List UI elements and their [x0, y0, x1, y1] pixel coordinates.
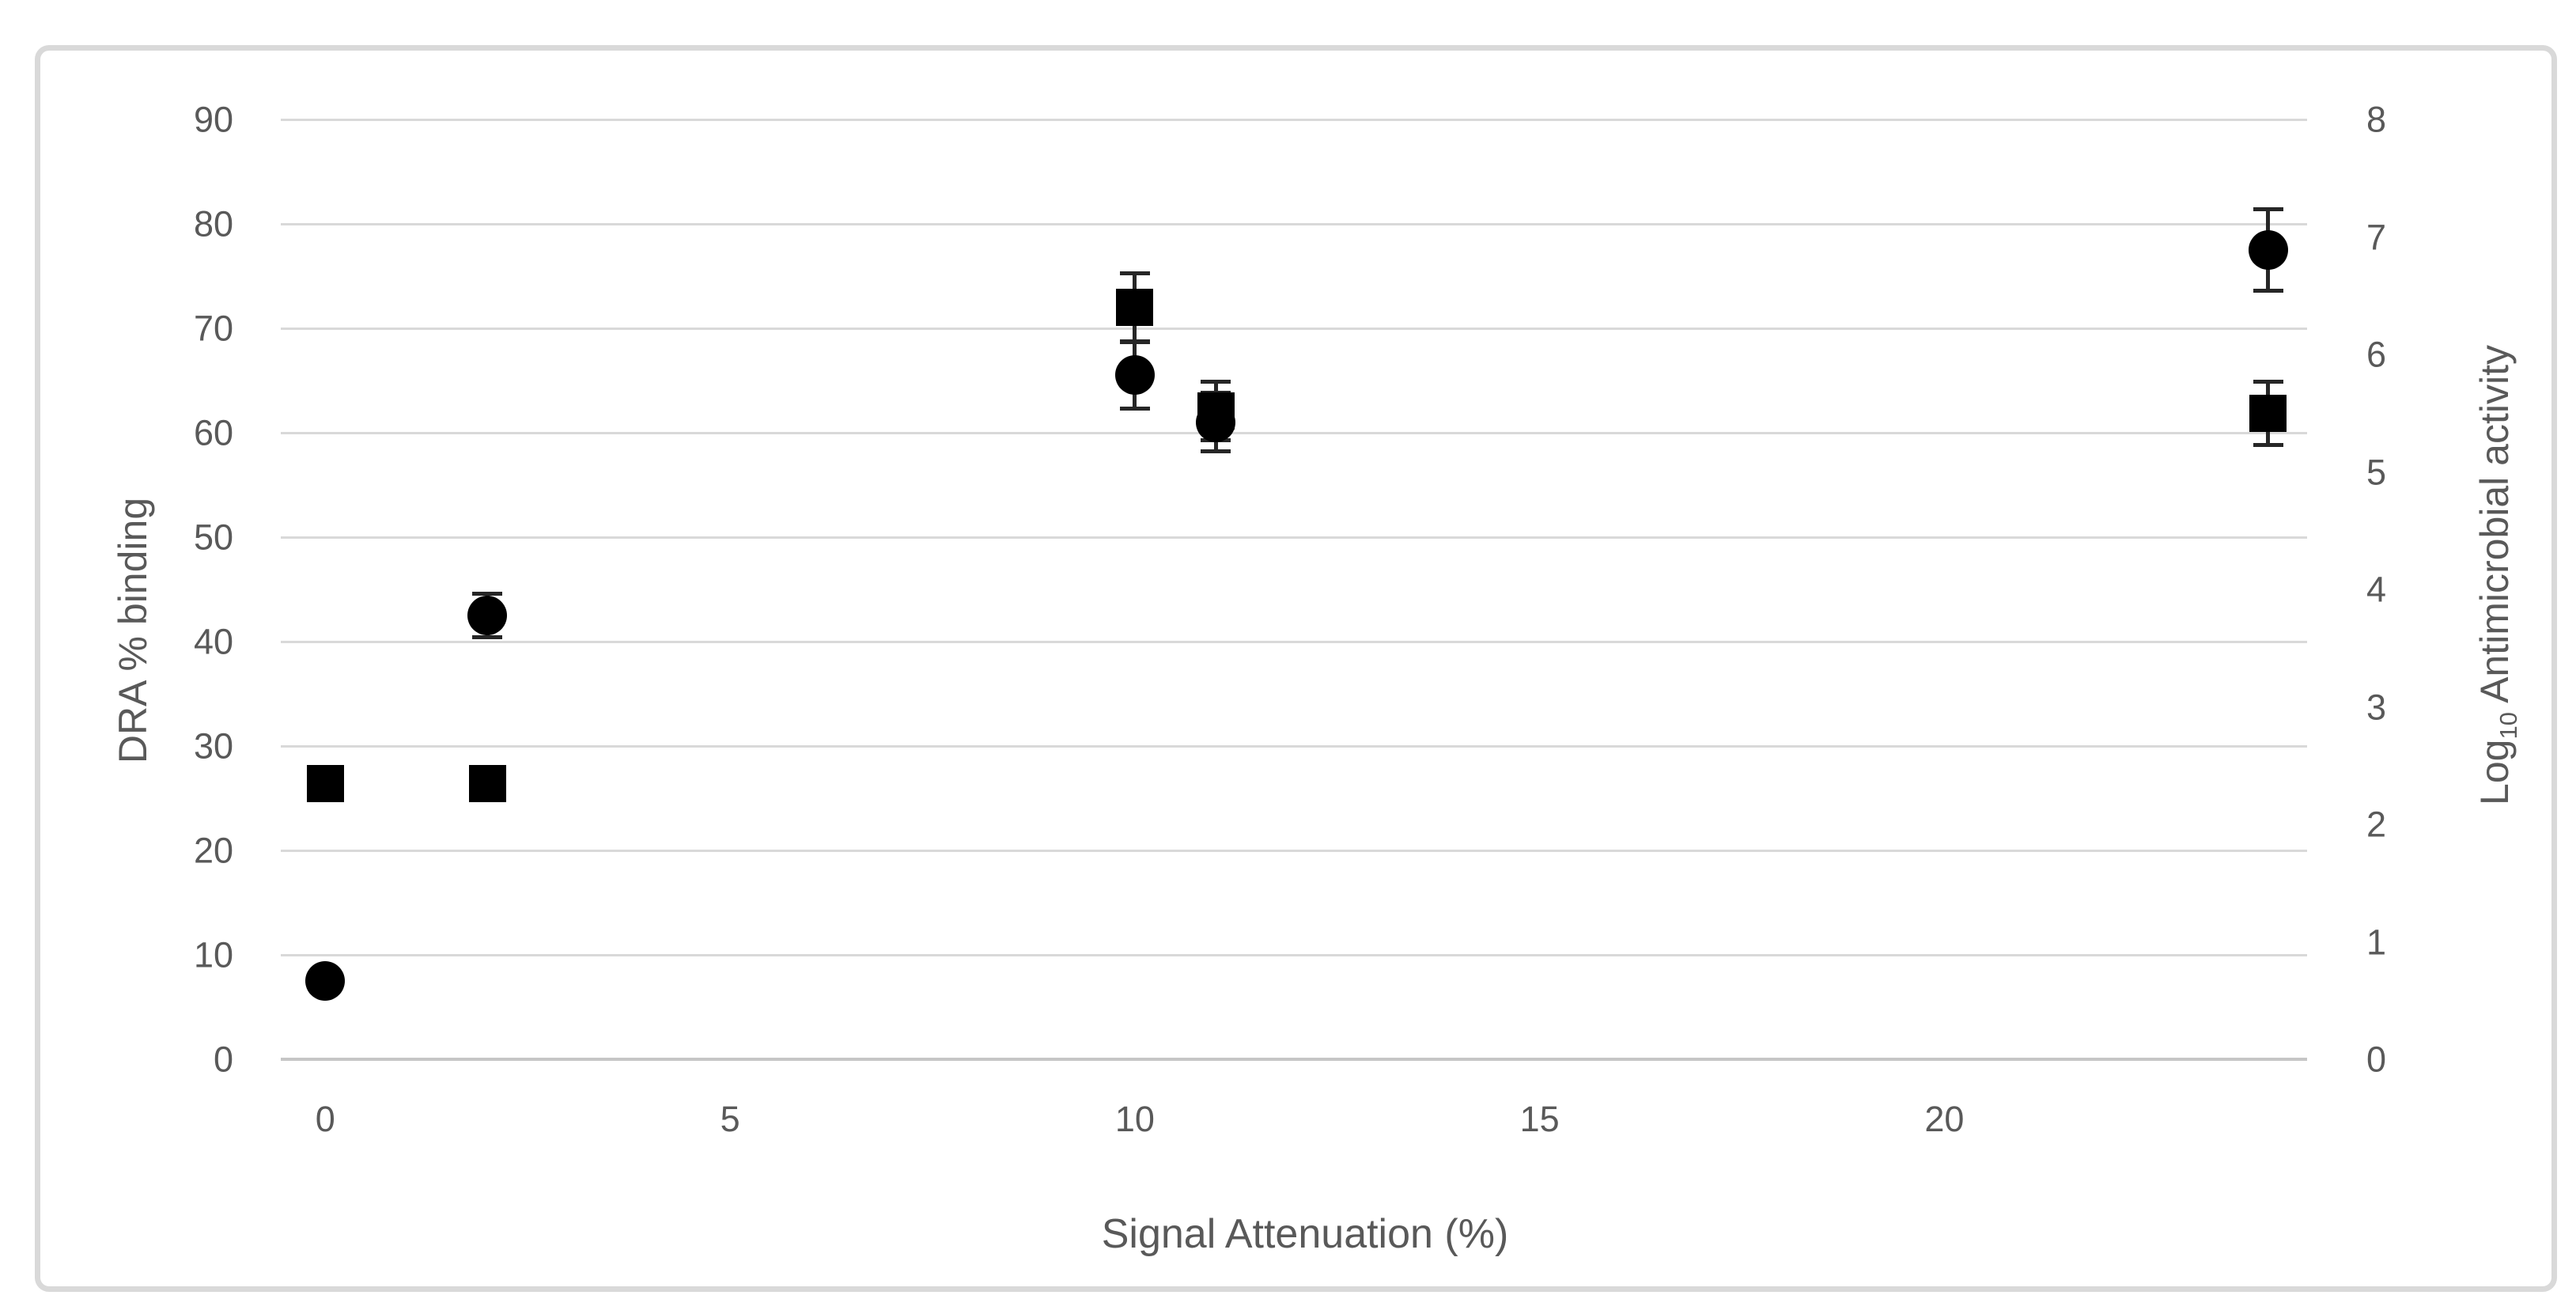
x-tick-label: 15: [1519, 1099, 1560, 1139]
y-tick-label-right: 1: [2366, 922, 2387, 962]
plot-area: [281, 119, 2307, 1061]
x-tick-label: 10: [1114, 1099, 1155, 1139]
error-bar-cap: [472, 591, 502, 596]
y-tick-label-right: 5: [2366, 452, 2387, 492]
error-bar-cap: [2253, 379, 2283, 384]
y-tick-label-left: 60: [193, 412, 233, 453]
y-tick-label-left: 90: [193, 99, 233, 140]
error-bar-cap: [2253, 442, 2283, 447]
gridline: [281, 119, 2307, 121]
y-tick-label-right: 7: [2366, 217, 2387, 257]
x-tick-label: 0: [315, 1099, 335, 1139]
x-tick-label: 20: [1924, 1099, 1965, 1139]
y-tick-label-left: 40: [193, 621, 233, 662]
data-point-square: [468, 764, 506, 802]
data-point-square: [2249, 394, 2287, 432]
error-bar-cap: [1119, 339, 1150, 344]
gridline: [281, 328, 2307, 330]
y-tick-label-right: 2: [2366, 804, 2387, 845]
y-axis-title-right-prefix: Log: [2472, 739, 2517, 805]
error-bar-cap: [1119, 271, 1150, 276]
y-tick-label-left: 70: [193, 308, 233, 349]
x-axis-title: Signal Attenuation (%): [1101, 1211, 1509, 1257]
data-point-circle: [305, 961, 346, 1001]
y-tick-label-right: 8: [2366, 99, 2387, 140]
gridline: [281, 432, 2307, 434]
data-point-circle: [467, 596, 507, 635]
chart-border: [35, 45, 2557, 1292]
data-point-square: [1116, 289, 1154, 327]
error-bar-cap: [472, 635, 502, 640]
gridline: [281, 536, 2307, 539]
y-axis-title-right-subscript: 10: [2495, 712, 2522, 740]
y-tick-label-left: 10: [193, 934, 233, 975]
x-tick-label: 5: [720, 1099, 740, 1139]
y-axis-title-right: Log10 Antimicrobial activity: [2472, 345, 2522, 805]
y-tick-label-left: 80: [193, 203, 233, 244]
error-bar-cap: [2253, 288, 2283, 293]
gridline: [281, 745, 2307, 748]
gridline: [281, 850, 2307, 852]
y-axis-title-left: DRA % binding: [111, 497, 155, 764]
y-tick-label-left: 0: [213, 1039, 233, 1080]
error-bar-cap: [1201, 449, 1231, 454]
y-tick-label-left: 30: [193, 725, 233, 767]
y-tick-label-right: 3: [2366, 687, 2387, 727]
data-point-circle: [1114, 355, 1155, 396]
data-point-square: [306, 764, 344, 802]
data-point-circle: [2248, 230, 2288, 270]
y-tick-label-left: 50: [193, 517, 233, 558]
gridline: [281, 641, 2307, 643]
error-bar-cap: [2253, 207, 2283, 212]
y-axis-title-right-suffix: Antimicrobial activity: [2472, 345, 2517, 713]
y-tick-label-right: 6: [2366, 334, 2387, 375]
error-bar-cap: [1201, 379, 1231, 384]
gridline: [281, 223, 2307, 225]
error-bar-cap: [1119, 407, 1150, 411]
data-point-square: [1197, 392, 1235, 430]
x-axis-line: [281, 1058, 2307, 1061]
gridline: [281, 954, 2307, 956]
y-tick-label-left: 20: [193, 830, 233, 871]
y-tick-label-right: 4: [2366, 569, 2387, 610]
y-tick-label-right: 0: [2366, 1039, 2387, 1080]
